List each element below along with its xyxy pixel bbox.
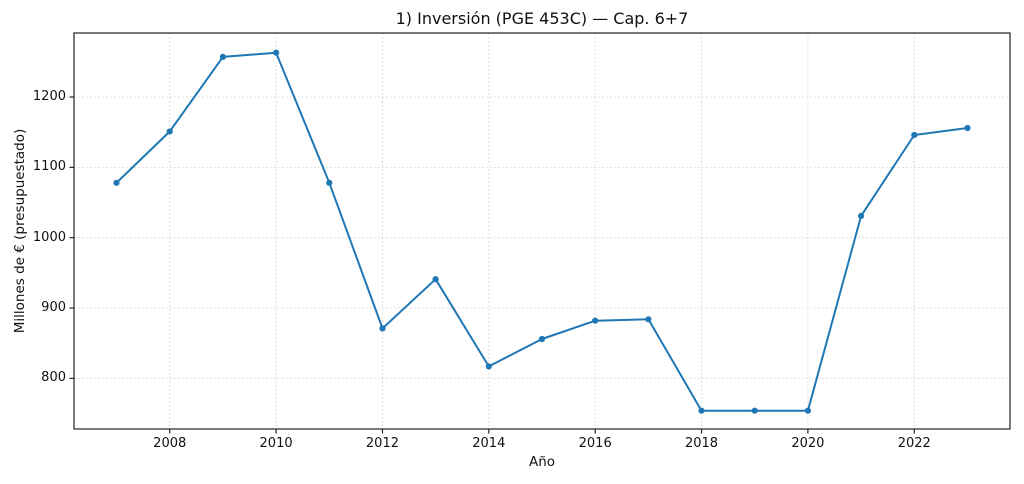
x-tick-label: 2012 xyxy=(365,436,399,451)
data-point xyxy=(166,128,173,135)
data-point xyxy=(592,317,599,324)
data-point xyxy=(911,131,918,139)
data-point xyxy=(964,124,971,132)
y-tick-label: 900 xyxy=(41,300,66,316)
x-tick-label: 2018 xyxy=(684,436,719,451)
data-point xyxy=(858,212,865,219)
data-point xyxy=(645,316,652,323)
x-tick-label: 2014 xyxy=(472,436,506,451)
data-point xyxy=(326,179,333,186)
x-tick-label: 2020 xyxy=(791,436,825,451)
chart-title: 1) Inversión (PGE 453C) — Cap. 6+7 xyxy=(395,9,689,28)
x-tick-label: 2016 xyxy=(578,436,612,451)
data-point xyxy=(379,325,386,332)
data-point xyxy=(219,53,226,61)
x-axis-label: Año xyxy=(528,454,556,470)
data-point xyxy=(485,363,492,370)
y-tick-label: 1100 xyxy=(32,159,66,175)
data-point xyxy=(432,276,439,283)
y-tick-label: 800 xyxy=(41,370,66,386)
x-tick-label: 2022 xyxy=(897,436,931,451)
y-tick-label: 1200 xyxy=(32,89,66,104)
axes-spines xyxy=(73,32,1011,430)
data-point xyxy=(538,335,546,343)
data-point xyxy=(273,49,280,56)
data-point xyxy=(698,407,705,414)
x-tick-label: 2010 xyxy=(259,436,293,451)
data-line xyxy=(115,51,969,412)
x-tick-label: 2008 xyxy=(153,436,187,451)
y-tick-label: 1000 xyxy=(32,229,66,245)
data-point xyxy=(751,407,758,414)
data-point xyxy=(804,407,812,414)
data-point xyxy=(113,179,120,186)
